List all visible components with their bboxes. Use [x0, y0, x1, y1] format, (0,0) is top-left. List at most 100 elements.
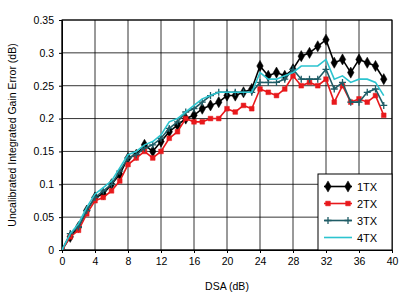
legend-marker	[325, 217, 332, 224]
y-tick-label: 0.3	[39, 47, 54, 59]
series-marker	[109, 189, 114, 194]
grid-line-x	[260, 20, 261, 250]
series-marker	[233, 110, 238, 115]
y-tick-label: 0.1	[39, 178, 54, 190]
y-tick-label: 0.05	[34, 211, 55, 223]
series-marker	[159, 149, 164, 154]
series-marker	[348, 67, 354, 78]
series-marker	[339, 79, 346, 86]
legend-marker	[346, 201, 351, 206]
legend-marker	[345, 181, 351, 192]
series-marker	[380, 102, 387, 109]
series-marker	[150, 156, 155, 161]
series-marker	[306, 76, 313, 83]
series-marker	[208, 116, 213, 121]
series-marker	[282, 87, 287, 92]
series-marker	[364, 89, 371, 96]
plot-frame	[62, 20, 392, 250]
series-marker	[306, 47, 312, 58]
legend-line	[324, 237, 352, 239]
series-marker	[167, 136, 172, 141]
y-axis: 0 0.05 0.1 0.15 0.2 0.25 0.3 0.35	[34, 14, 63, 256]
y-tick-label: 0.25	[34, 80, 55, 92]
series-marker	[200, 120, 205, 125]
series-marker	[365, 100, 370, 105]
y-tick: 0.35	[34, 14, 62, 26]
legend-item: 2TX	[324, 198, 378, 210]
y-tick: 0.15	[34, 145, 62, 157]
series-marker	[207, 100, 213, 111]
series-marker	[324, 77, 329, 82]
series-marker	[298, 76, 305, 83]
legend-marker	[325, 181, 331, 192]
grid-line-x	[293, 20, 294, 250]
y-tick: 0.1	[39, 178, 62, 190]
series-marker	[117, 179, 122, 184]
legend-item: 3TX	[324, 215, 378, 227]
series-marker	[381, 74, 387, 85]
series-marker	[249, 106, 254, 111]
x-axis: 0 4 8 12 16 20 24 28 32 36 40	[60, 250, 399, 267]
x-tick: 32	[321, 250, 333, 267]
legend-item: 4TX	[324, 232, 378, 244]
series-marker	[314, 76, 321, 83]
x-tick: 16	[189, 250, 201, 267]
grid-line-y	[62, 151, 392, 152]
legend: 1TX 2TX 3TX 4TX	[318, 174, 392, 250]
series-marker	[298, 51, 304, 62]
y-tick-label: 0.35	[34, 14, 55, 26]
x-tick: 0	[60, 250, 66, 267]
series-marker	[299, 83, 304, 88]
grid-line-x	[227, 20, 228, 250]
series-marker	[225, 106, 230, 111]
series-marker	[175, 129, 180, 134]
grid-line-y	[62, 52, 392, 53]
x-tick-label: 0	[60, 255, 66, 267]
y-tick-label: 0	[48, 244, 54, 256]
x-tick-label: 40	[387, 255, 399, 267]
legend-item: 1TX	[324, 181, 378, 193]
series-marker	[183, 116, 188, 121]
series-marker	[266, 90, 271, 95]
legend-marker	[345, 217, 352, 224]
series-marker	[216, 116, 221, 121]
x-tick: 8	[126, 250, 132, 267]
series-marker	[364, 57, 370, 68]
chart: 0 4 8 12 16 20 24 28 32 36 40 0 0.05 0.1 0.15 0.2 0.25 0.…	[0, 0, 403, 298]
y-tick-label: 0.15	[34, 145, 55, 157]
grid-line-x	[128, 20, 129, 250]
legend-label: 2TX	[357, 198, 378, 210]
x-tick-label: 8	[126, 255, 132, 267]
series-marker	[331, 86, 338, 93]
grid-line-x	[194, 20, 195, 250]
legend-marker	[326, 201, 331, 206]
x-tick: 40	[387, 250, 399, 267]
legend-label: 1TX	[357, 181, 378, 193]
series-marker	[273, 79, 280, 86]
y-tick-label: 0.2	[39, 112, 54, 124]
x-tick-label: 16	[189, 255, 201, 267]
series-marker	[356, 99, 363, 106]
series-marker	[192, 120, 197, 125]
x-tick: 36	[354, 250, 366, 267]
x-tick-label: 36	[354, 255, 366, 267]
series-marker	[323, 34, 329, 45]
y-tick: 0.25	[34, 80, 62, 92]
x-tick: 28	[288, 250, 300, 267]
legend-label: 4TX	[357, 232, 378, 244]
x-tick-label: 24	[255, 255, 267, 267]
series-marker	[315, 83, 320, 88]
y-axis-title: Uncalibrated Integrated Gain Error (dB)	[6, 43, 18, 226]
plot-area: 0 4 8 12 16 20 24 28 32 36 40 0 0.05 0.1 0.15 0.2 0.25 0.…	[34, 14, 399, 268]
series-marker	[101, 195, 106, 200]
x-tick-label: 4	[93, 255, 99, 267]
series-marker	[273, 67, 279, 78]
y-tick: 0	[48, 244, 62, 256]
x-tick-label: 20	[222, 255, 234, 267]
series-marker	[241, 103, 246, 108]
x-tick: 12	[156, 250, 168, 267]
legend-label: 3TX	[357, 215, 378, 227]
series-marker	[257, 60, 263, 71]
grid-line-x	[95, 20, 96, 250]
grid	[62, 20, 392, 250]
